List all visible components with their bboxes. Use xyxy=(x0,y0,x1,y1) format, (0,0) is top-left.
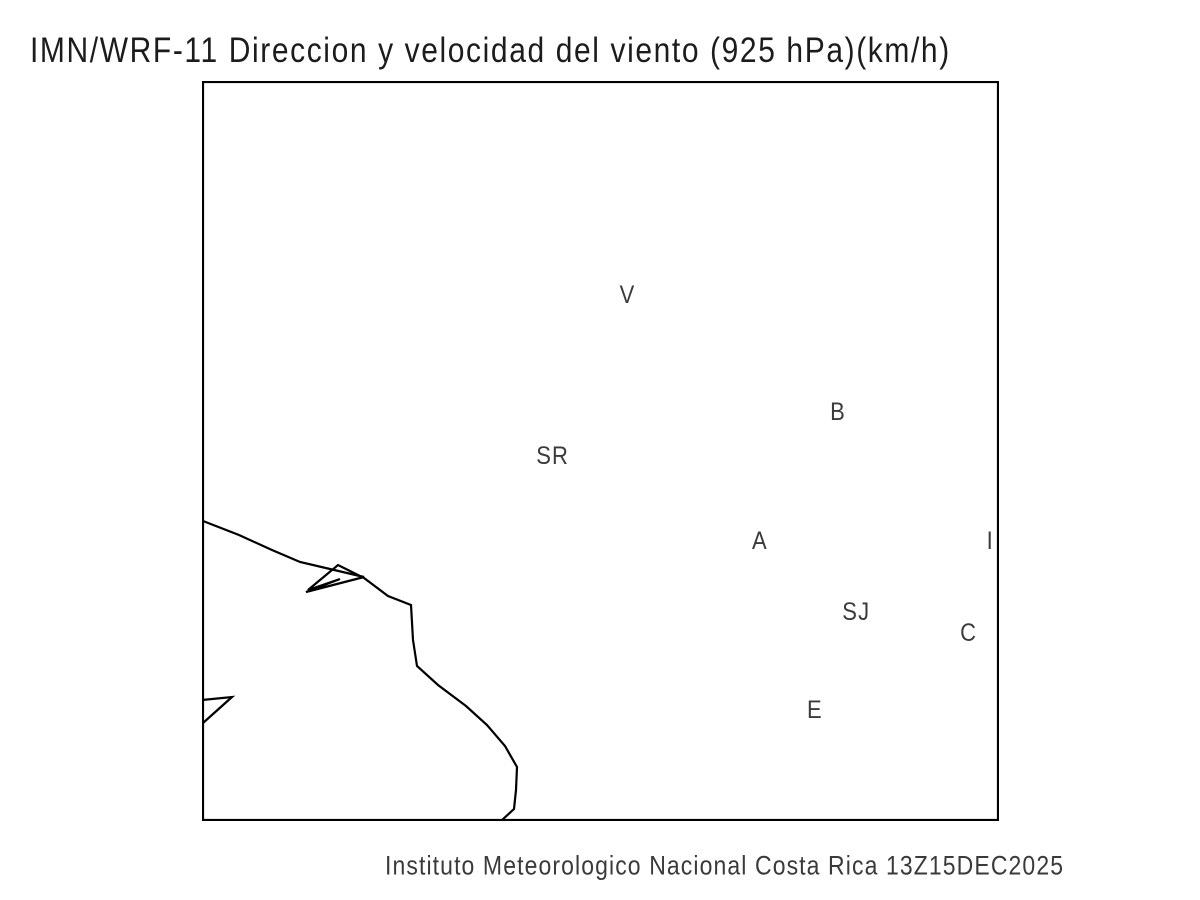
coastline-peninsula xyxy=(202,695,236,724)
station-label-sj: SJ xyxy=(842,597,871,627)
footer-credit: Instituto Meteorologico Nacional Costa R… xyxy=(385,850,1065,881)
station-label-v: V xyxy=(619,279,636,309)
station-label-b: B xyxy=(830,396,846,426)
page-title: IMN/WRF-11 Direccion y velocidad del vie… xyxy=(30,31,951,71)
station-label-e: E xyxy=(806,695,823,724)
station-label-i: I xyxy=(986,526,994,556)
costa-rica-coastline xyxy=(202,519,519,821)
map-svg xyxy=(202,81,999,821)
station-label-sr: SR xyxy=(536,441,570,470)
plot-frame xyxy=(202,81,999,821)
station-label-a: A xyxy=(751,526,768,556)
map-plot-area: V B SR A I SJ C E xyxy=(202,81,999,821)
station-label-c: C xyxy=(960,618,978,647)
